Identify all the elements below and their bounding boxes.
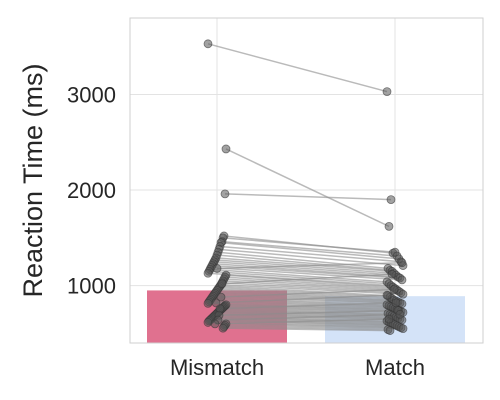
paired-line <box>225 274 394 288</box>
point-mismatch <box>203 298 213 308</box>
x-tick-label: Match <box>365 355 425 380</box>
paired-line <box>219 285 389 297</box>
paired-line <box>207 43 388 93</box>
tick-label-layer: 1000 2000 3000 Mismatch Match <box>67 82 425 380</box>
paired-line <box>215 291 397 302</box>
paired-line <box>221 307 389 315</box>
y-tick-label: 2000 <box>67 178 116 203</box>
point-match <box>389 285 399 294</box>
point-mismatch <box>210 319 220 329</box>
paired-line <box>218 286 391 298</box>
point-match <box>387 269 397 279</box>
point-match <box>391 298 401 308</box>
paired-line <box>214 292 399 303</box>
point-mismatch <box>221 144 231 154</box>
point-mismatch <box>203 39 213 49</box>
point-mismatch <box>216 292 226 302</box>
paired-line <box>217 251 389 270</box>
plot-frame <box>129 17 484 344</box>
points-layer <box>203 39 408 335</box>
paired-line <box>218 248 404 267</box>
paired-line <box>208 320 398 327</box>
paired-line <box>224 193 392 201</box>
paired-line <box>221 240 398 257</box>
paired-line <box>217 311 397 318</box>
paired-line <box>216 254 391 272</box>
point-match <box>397 258 407 268</box>
point-mismatch <box>212 264 222 273</box>
paired-line <box>222 327 391 332</box>
paired-line <box>209 319 396 326</box>
point-match <box>395 309 405 319</box>
point-match <box>398 289 408 299</box>
paired-line <box>216 289 395 301</box>
point-mismatch <box>203 318 213 327</box>
paired-line <box>224 324 404 330</box>
point-mismatch <box>217 279 227 289</box>
paired-line <box>217 313 401 321</box>
paired-line <box>208 301 394 309</box>
paired-line <box>220 241 400 260</box>
paired-line <box>209 268 388 283</box>
y-tick-label: 1000 <box>67 274 116 299</box>
paired-line <box>221 273 393 285</box>
paired-line <box>219 302 397 310</box>
paired-line <box>220 288 395 298</box>
paired-line <box>213 261 397 276</box>
paired-line <box>225 323 402 329</box>
paired-line <box>210 266 403 281</box>
point-match <box>382 290 392 300</box>
paired-line <box>212 316 390 323</box>
paired-line <box>225 148 390 228</box>
paired-line <box>214 259 395 274</box>
paired-line <box>214 318 390 325</box>
x-tick-label: Mismatch <box>170 355 264 380</box>
point-match <box>382 87 392 97</box>
paired-line <box>223 326 389 331</box>
paired-line <box>220 308 391 316</box>
paired-line <box>223 278 398 291</box>
point-mismatch <box>203 268 213 278</box>
paired-line <box>222 237 396 253</box>
point-match <box>384 221 394 231</box>
point-mismatch <box>220 189 230 199</box>
y-axis-label: Reaction Time (ms) <box>18 63 48 297</box>
paired-line <box>212 295 403 305</box>
point-match <box>385 326 395 335</box>
paired-lines-layer <box>207 43 404 332</box>
point-mismatch <box>218 323 228 333</box>
point-match <box>386 195 396 205</box>
point-mismatch <box>211 298 221 308</box>
paired-line <box>219 245 402 263</box>
point-match <box>384 314 394 324</box>
paired-line <box>224 304 400 312</box>
paired-line <box>208 270 390 285</box>
y-tick-label: 3000 <box>67 82 116 107</box>
paired-line <box>224 276 396 290</box>
paired-line <box>225 304 398 311</box>
paired-line <box>215 257 393 273</box>
paired-line <box>218 309 399 317</box>
paired-line <box>220 283 404 295</box>
point-match <box>398 324 408 334</box>
paired-line <box>212 262 399 278</box>
paired-line <box>215 294 388 304</box>
paired-line <box>216 261 403 270</box>
point-match <box>397 275 407 285</box>
